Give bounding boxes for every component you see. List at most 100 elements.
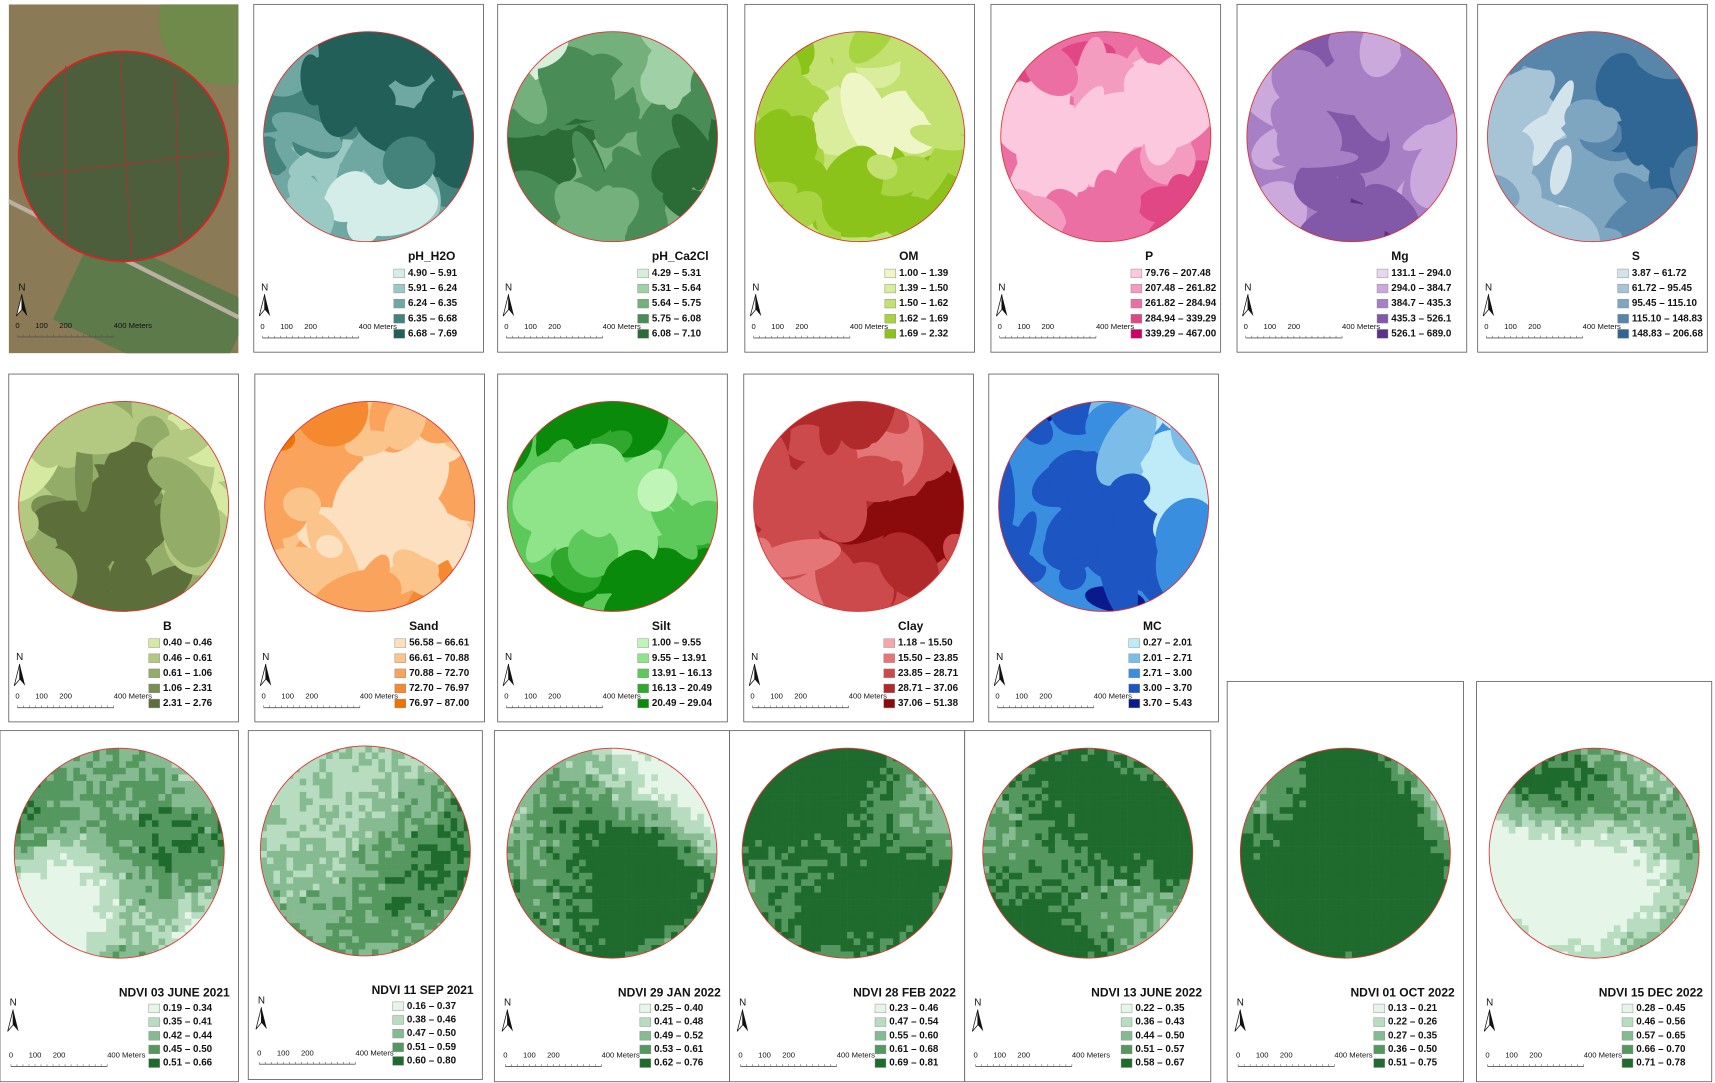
map-pixel (178, 794, 185, 801)
map-pixel (939, 853, 946, 860)
map-pixel (145, 807, 152, 814)
map-pixel (27, 820, 34, 827)
map-pixel (559, 794, 566, 801)
map-pixel (755, 866, 762, 873)
map-pixel (664, 886, 671, 893)
map-pixel (880, 906, 887, 913)
map-pixel (47, 807, 54, 814)
map-pixel (113, 788, 120, 795)
map-pixel (684, 893, 691, 900)
map-surface (14, 748, 224, 958)
map-pixel (651, 919, 658, 926)
map-pixel (333, 753, 340, 760)
map-pixel (886, 840, 893, 847)
map-pixel (886, 886, 893, 893)
map-pixel (145, 853, 152, 860)
map-pixel (54, 853, 61, 860)
map-pixel (378, 917, 385, 924)
map-pixel (372, 766, 379, 773)
map-pixel (919, 840, 926, 847)
map-pixel (873, 827, 880, 834)
map-pixel (638, 807, 645, 814)
map-pixel (444, 903, 451, 910)
map-pixel (573, 893, 580, 900)
scale-label: 100 (758, 1050, 771, 1059)
map-pixel (658, 820, 665, 827)
map-pixel (651, 833, 658, 840)
map-pixel (586, 827, 593, 834)
map-pixel (847, 847, 854, 854)
map-pixel (267, 838, 274, 845)
map-pixel (658, 906, 665, 913)
map-pixel (586, 899, 593, 906)
map-pixel (553, 866, 560, 873)
map-pixel (457, 851, 464, 858)
map-pixel (546, 781, 553, 788)
map-pixel (300, 864, 307, 871)
map-pixel (586, 761, 593, 768)
map-pixel (854, 807, 861, 814)
map-pixel (919, 807, 926, 814)
map-pixel (540, 886, 547, 893)
map-pixel (814, 794, 821, 801)
map-pixel (191, 912, 198, 919)
map-pixel (352, 864, 359, 871)
map-pixel (893, 768, 900, 775)
map-pixel (346, 798, 353, 805)
map-pixel (339, 884, 346, 891)
map-pixel (514, 847, 521, 854)
map-pixel (431, 858, 438, 865)
map-pixel (431, 818, 438, 825)
map-pixel (191, 906, 198, 913)
map-pixel (841, 912, 848, 919)
map-pixel (625, 788, 632, 795)
map-pixel (431, 792, 438, 799)
map-pixel (372, 831, 379, 838)
scale-label: 200 (301, 1048, 314, 1057)
map-pixel (749, 879, 756, 886)
map-pixel (762, 794, 769, 801)
map-pixel (172, 919, 179, 926)
map-pixel (932, 866, 939, 873)
map-pixel (198, 801, 205, 808)
map-pixel (873, 945, 880, 952)
map-pixel (814, 853, 821, 860)
map-pixel (886, 919, 893, 926)
map-pixel (592, 781, 599, 788)
map-pixel (906, 853, 913, 860)
legend-label: 0.45 – 0.50 (163, 1044, 213, 1055)
scale-label: 100 (524, 692, 537, 701)
map-pixel (306, 877, 313, 884)
map-pixel (405, 759, 412, 766)
map-pixel (841, 814, 848, 821)
map-pixel (860, 912, 867, 919)
map-pixel (300, 897, 307, 904)
map-pixel (559, 788, 566, 795)
map-pixel (768, 840, 775, 847)
map-pixel (625, 755, 632, 762)
map-pixel (533, 814, 540, 821)
legend-label: 0.49 – 0.52 (654, 1030, 704, 1041)
map-pixel (592, 801, 599, 808)
map-pixel (191, 840, 198, 847)
map-pixel (834, 840, 841, 847)
map-pixel (638, 781, 645, 788)
legend-label: 1.62 – 1.69 (899, 313, 949, 324)
map-pixel (352, 897, 359, 904)
map-pixel (185, 879, 192, 886)
map-pixel (352, 923, 359, 930)
map-pixel (378, 903, 385, 910)
map-pixel (119, 919, 126, 926)
map-pixel (619, 820, 626, 827)
scale-label: 100 (771, 322, 784, 331)
map-pixel (795, 827, 802, 834)
map-pixel (185, 899, 192, 906)
map-pixel (47, 794, 54, 801)
map-pixel (592, 893, 599, 900)
map-pixel (886, 768, 893, 775)
map-pixel (385, 818, 392, 825)
map-pixel (880, 879, 887, 886)
map-pixel (113, 748, 120, 755)
map-pixel (86, 814, 93, 821)
map-pixel (444, 818, 451, 825)
